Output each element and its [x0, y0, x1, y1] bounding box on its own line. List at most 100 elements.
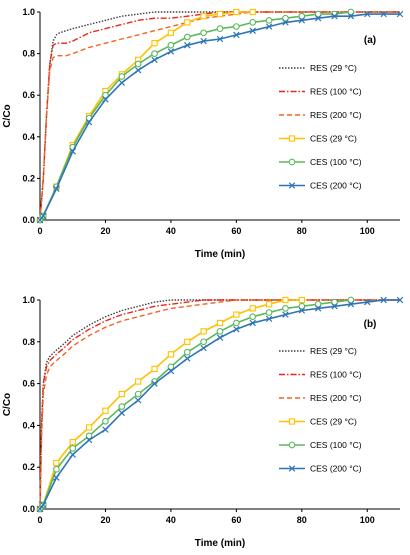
data-point	[167, 48, 175, 55]
legend-marker	[288, 182, 296, 189]
y-tick-label: 0.0	[22, 504, 35, 514]
data-point-stroke	[40, 212, 47, 220]
data-point	[380, 296, 387, 304]
data-point-stroke	[85, 119, 93, 126]
legend-entry: RES (100 °C)	[279, 87, 362, 97]
data-point	[265, 23, 273, 30]
legend-label: RES (200 °C)	[310, 393, 362, 403]
legend-label: RES (29 °C)	[310, 346, 357, 356]
panel-label: (b)	[364, 319, 377, 330]
data-point	[265, 301, 273, 308]
data-point-stroke	[265, 23, 273, 30]
data-point	[265, 309, 273, 316]
data-point	[118, 79, 126, 86]
data-point	[298, 12, 306, 20]
data-point-stroke	[85, 436, 93, 444]
x-tick-label: 0	[37, 226, 42, 236]
data-point	[36, 216, 44, 224]
data-point	[216, 328, 224, 335]
legend-entry: CES (200 °C)	[279, 181, 362, 191]
data-point	[347, 300, 355, 308]
data-point	[282, 305, 289, 312]
data-point-stroke	[118, 409, 126, 417]
data-point-stroke	[298, 307, 306, 314]
data-point	[184, 338, 191, 345]
series-line	[39, 13, 400, 221]
series-6	[36, 10, 404, 224]
data-point	[249, 8, 256, 16]
data-point	[298, 302, 306, 310]
data-point	[40, 501, 47, 509]
data-point	[134, 60, 142, 68]
data-point-stroke	[331, 12, 338, 20]
data-point	[200, 338, 207, 346]
data-point	[347, 12, 355, 20]
chart-panel-2: 0.0 0.2 0.4 0.6 0.8 1.0 0 20 40 60 80 100 Time (min)…	[2, 295, 404, 549]
data-point	[184, 19, 191, 26]
data-point	[85, 432, 93, 440]
series-2	[39, 11, 400, 221]
data-point	[282, 14, 289, 22]
legend-entry: CES (100 °C)	[279, 157, 362, 167]
data-point-stroke	[36, 505, 44, 513]
data-point	[69, 148, 76, 155]
y-tick-label: 0.2	[22, 173, 35, 183]
data-point	[102, 96, 109, 103]
x-tick-label: 20	[100, 515, 110, 525]
data-point	[200, 344, 207, 352]
y-tick-label: 0.2	[22, 462, 35, 472]
data-point	[53, 465, 60, 473]
data-point	[314, 300, 322, 308]
legend-entry: RES (200 °C)	[279, 393, 362, 403]
x-tick-label: 40	[166, 226, 176, 236]
data-point-stroke	[184, 42, 191, 49]
legend-entry: RES (200 °C)	[279, 110, 362, 120]
legend-label: CES (100 °C)	[310, 157, 362, 167]
legend-label: RES (100 °C)	[310, 370, 362, 380]
data-point-stroke	[118, 79, 126, 86]
data-point	[200, 37, 207, 45]
x-tick-label: 100	[360, 226, 375, 236]
legend-label: RES (200 °C)	[310, 110, 362, 120]
legend-marker	[288, 135, 296, 142]
data-point	[69, 445, 77, 452]
data-point	[331, 303, 338, 310]
data-point-stroke	[69, 451, 76, 458]
data-point-stroke	[380, 10, 387, 18]
data-point-stroke	[331, 303, 338, 310]
data-point	[69, 438, 76, 446]
legend-marker	[288, 158, 296, 166]
data-point	[249, 319, 256, 327]
data-point	[167, 351, 175, 358]
x-tick-label: 20	[100, 226, 110, 236]
data-point	[233, 23, 240, 30]
data-point	[331, 12, 338, 20]
data-point-stroke	[36, 216, 44, 224]
series-1	[39, 299, 400, 510]
data-point	[216, 35, 224, 43]
data-point	[282, 296, 289, 304]
data-point-stroke	[233, 326, 240, 333]
x-tick-label: 0	[37, 515, 42, 525]
data-point	[167, 363, 175, 371]
data-point	[134, 397, 142, 404]
data-point	[282, 311, 289, 318]
data-point	[183, 33, 191, 41]
data-point-stroke	[53, 474, 60, 481]
data-point	[364, 298, 371, 306]
x-tick-label: 80	[297, 226, 307, 236]
legend-label: CES (200 °C)	[310, 181, 362, 191]
y-tick-label: 0.6	[22, 379, 35, 389]
y-tick-label: 0.0	[22, 215, 35, 225]
data-point-stroke	[102, 96, 109, 103]
data-point-stroke	[151, 56, 158, 64]
data-point-stroke	[364, 10, 371, 18]
data-point	[151, 365, 158, 373]
legend-label: CES (100 °C)	[310, 440, 362, 450]
data-point	[200, 328, 207, 335]
data-point-stroke	[265, 315, 273, 323]
chart-panel-1: 0.0 0.2 0.4 0.6 0.8 1.0 0 20 40 60 80 100 Time (min)…	[2, 7, 404, 260]
x-tick-label: 80	[297, 515, 307, 525]
data-point	[102, 417, 109, 425]
